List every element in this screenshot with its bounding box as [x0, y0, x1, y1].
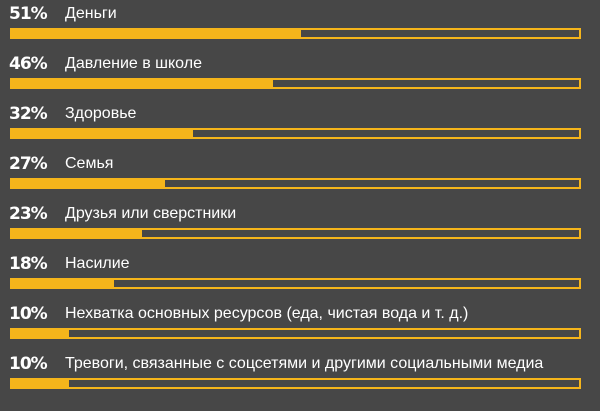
category-label: Друзья или сверстники	[65, 205, 237, 222]
bar-track	[10, 378, 581, 389]
bar-track	[10, 78, 581, 89]
bar-fill	[12, 380, 69, 387]
bar-fill	[12, 80, 273, 87]
value-label: 10%	[9, 304, 48, 324]
bar-row: 32% Здоровье	[0, 102, 600, 152]
value-label: 27%	[9, 154, 48, 174]
value-label: 23%	[9, 204, 48, 224]
bar-row: 10% Тревоги, связанные с соцсетями и друг…	[0, 352, 600, 402]
category-label: Здоровье	[65, 105, 137, 122]
value-label: 10%	[9, 354, 48, 374]
value-label: 32%	[9, 104, 48, 124]
bar-track	[10, 328, 581, 339]
bar-track	[10, 228, 581, 239]
value-label: 18%	[9, 254, 48, 274]
bar-row: 46% Давление в школе	[0, 52, 600, 102]
bar-row: 51% Деньги	[0, 2, 600, 52]
bar-fill	[12, 130, 194, 137]
bar-fill	[12, 280, 115, 287]
category-label: Давление в школе	[65, 55, 202, 72]
bar-row: 18% Насилие	[0, 252, 600, 302]
bar-fill	[12, 180, 166, 187]
category-label: Семья	[65, 155, 114, 172]
bar-track	[10, 28, 581, 39]
bar-row: 23% Друзья или сверстники	[0, 202, 600, 252]
bar-row: 27% Семья	[0, 152, 600, 202]
bar-track	[10, 128, 581, 139]
category-label: Насилие	[65, 255, 130, 272]
bar-row: 10% Нехватка основных ресурсов (еда, чист…	[0, 302, 600, 352]
category-label: Деньги	[65, 5, 117, 22]
bar-fill	[12, 330, 69, 337]
bar-fill	[12, 230, 143, 237]
value-label: 46%	[9, 54, 48, 74]
category-label: Нехватка основных ресурсов (еда, чистая …	[65, 305, 469, 322]
bar-fill	[12, 30, 302, 37]
value-label: 51%	[9, 4, 48, 24]
category-label: Тревоги, связанные с соцсетями и другими…	[65, 355, 544, 372]
bar-track	[10, 278, 581, 289]
bar-track	[10, 178, 581, 189]
